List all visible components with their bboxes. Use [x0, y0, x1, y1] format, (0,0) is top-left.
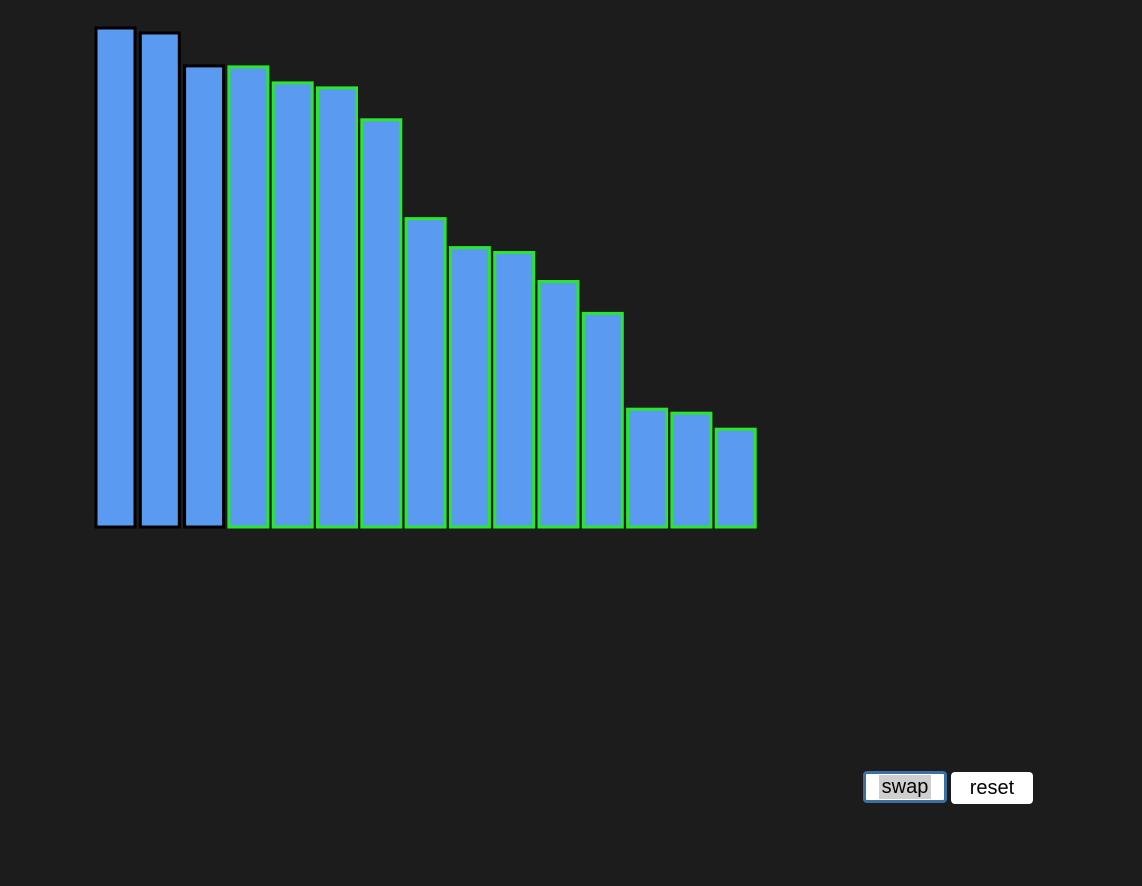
reset-button[interactable]: reset	[951, 772, 1033, 804]
bar-8	[404, 217, 447, 529]
bar-12	[581, 311, 624, 529]
swap-button[interactable]: swap	[863, 771, 947, 803]
bar-5	[271, 81, 314, 529]
bar-14	[670, 411, 713, 529]
bar-11	[537, 280, 580, 529]
bar-9	[448, 246, 491, 529]
bar-15	[714, 427, 757, 529]
bar-3	[183, 64, 226, 529]
swap-button-label: swap	[878, 775, 932, 799]
bar-6	[316, 86, 358, 529]
controls: swap reset	[863, 770, 1033, 804]
bar-2	[138, 31, 181, 529]
bar-7	[360, 118, 403, 529]
bar-13	[626, 407, 669, 529]
bar-10	[493, 251, 536, 529]
bar-1	[94, 26, 137, 529]
bar-4	[227, 65, 270, 529]
